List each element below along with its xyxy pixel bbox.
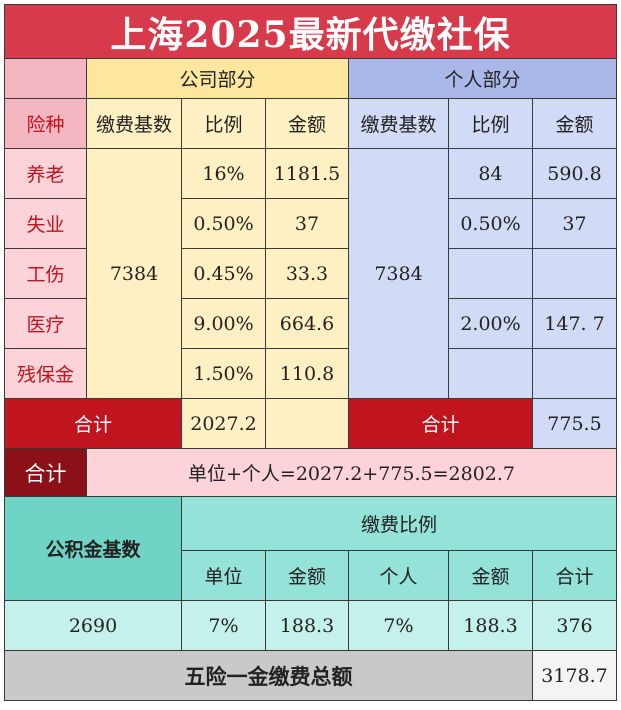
fund-unit-header: 单位 [181, 550, 266, 601]
insurance-type: 养老 [4, 148, 87, 199]
type-header: 险种 [4, 98, 87, 149]
grand-total-label: 五险一金缴费总额 [4, 650, 533, 701]
company-ratio: 0.45% [181, 248, 266, 299]
company-amount-header: 金额 [265, 98, 349, 149]
fund-ratio-header: 缴费比例 [180, 496, 618, 551]
fund-person-ratio: 7% [348, 600, 449, 651]
fund-unit-ratio: 7% [181, 600, 266, 651]
fund-person-amount: 188.3 [448, 600, 533, 651]
company-ratio: 0.50% [181, 198, 266, 249]
fund-base-label: 公积金基数 [4, 496, 182, 601]
fund-total-header: 合计 [531, 550, 618, 601]
company-subtotal-empty [265, 398, 349, 449]
fund-person-header: 个人 [348, 550, 449, 601]
personal-ratio: 2.00% [448, 298, 533, 349]
table-row: 医疗 9.00% 664.6 2.00% 147. 7 [4, 298, 618, 349]
personal-ratio [448, 248, 533, 299]
personal-amount: 590.8 [531, 148, 618, 199]
company-amount: 664.6 [265, 298, 349, 349]
company-amount: 1181.5 [265, 148, 349, 199]
corner-cell [4, 58, 87, 99]
company-amount: 33.3 [265, 248, 349, 299]
company-ratio: 1.50% [181, 348, 266, 399]
personal-ratio: 0.50% [448, 198, 533, 249]
insurance-type: 残保金 [4, 348, 87, 399]
company-ratio: 16% [181, 148, 266, 199]
fund-person-amount-header: 金额 [448, 550, 533, 601]
fund-unit-amount: 188.3 [265, 600, 349, 651]
fund-base-value: 2690 [4, 600, 182, 651]
company-ratio-header: 比例 [181, 98, 266, 149]
personal-amount: 37 [531, 198, 618, 249]
personal-amount [531, 348, 618, 399]
company-base-header: 缴费基数 [86, 98, 182, 149]
company-section-header: 公司部分 [86, 58, 349, 99]
fund-row: 2690 7% 188.3 7% 188.3 376 [4, 600, 618, 651]
total-formula: 单位+个人=2027.2+775.5=2802.7 [85, 448, 618, 497]
personal-subtotal-label: 合计 [348, 398, 533, 449]
personal-amount: 147. 7 [531, 298, 618, 349]
personal-base-header: 缴费基数 [348, 98, 449, 149]
personal-ratio-header: 比例 [448, 98, 533, 149]
personal-subtotal-value: 775.5 [531, 398, 618, 449]
company-amount: 110.8 [265, 348, 349, 399]
company-ratio: 9.00% [181, 298, 266, 349]
insurance-type: 医疗 [4, 298, 87, 349]
personal-ratio [448, 348, 533, 399]
personal-base-value: 7384 [348, 148, 449, 399]
company-subtotal-value: 2027.2 [181, 398, 266, 449]
social-insurance-table: 上海2025最新代缴社保 公司部分 个人部分 险种 缴费基数 比例 金额 缴费基… [3, 4, 618, 701]
total-label: 合计 [4, 448, 87, 497]
personal-amount [531, 248, 618, 299]
company-subtotal-label: 合计 [4, 398, 182, 449]
table-row: 工伤 0.45% 33.3 [4, 248, 618, 299]
table-row: 失业 0.50% 37 0.50% 37 [4, 198, 618, 249]
fund-unit-amount-header: 金额 [265, 550, 349, 601]
grand-total-value: 3178.7 [531, 650, 618, 701]
company-base-value: 7384 [86, 148, 182, 399]
page-title: 上海2025最新代缴社保 [3, 4, 618, 59]
table-row: 养老 7384 16% 1181.5 7384 84 590.8 [4, 148, 618, 399]
personal-amount-header: 金额 [531, 98, 618, 149]
company-amount: 37 [265, 198, 349, 249]
insurance-type: 工伤 [4, 248, 87, 299]
insurance-type: 失业 [4, 198, 87, 249]
fund-sum: 376 [531, 600, 618, 651]
table-row: 残保金 1.50% 110.8 [4, 348, 618, 399]
personal-section-header: 个人部分 [347, 58, 618, 99]
personal-ratio: 84 [448, 148, 533, 199]
